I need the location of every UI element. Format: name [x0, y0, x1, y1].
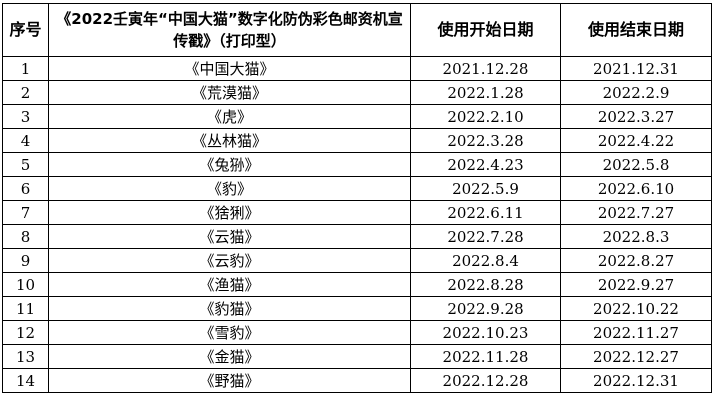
row-seq: 9 — [2, 248, 49, 273]
table-row: 2 《荒漠猫》 2022.1.28 2022.2.9 — [2, 80, 712, 105]
row-seq: 14 — [2, 368, 49, 393]
row-seq: 7 — [2, 200, 49, 225]
postmark-schedule-table: 序号 《2022壬寅年“中国大猫”数字化防伪彩色邮资机宣传戳》（打印型） 使用开… — [2, 3, 712, 393]
row-seq: 13 — [2, 344, 49, 369]
row-start-date: 2022.5.9 — [410, 176, 561, 201]
row-start-date: 2022.4.23 — [410, 152, 561, 177]
row-name: 《云猫》 — [48, 224, 411, 249]
table-row: 1 《中国大猫》 2021.12.28 2021.12.31 — [2, 56, 712, 81]
row-seq: 1 — [2, 56, 49, 81]
row-end-date: 2022.5.8 — [560, 152, 712, 177]
header-end-date: 使用结束日期 — [560, 3, 712, 57]
row-start-date: 2021.12.28 — [410, 56, 561, 81]
table-row: 5 《兔狲》 2022.4.23 2022.5.8 — [2, 152, 712, 177]
table-row: 10 《渔猫》 2022.8.28 2022.9.27 — [2, 272, 712, 297]
row-seq: 10 — [2, 272, 49, 297]
row-name: 《金猫》 — [48, 344, 411, 369]
row-name: 《兔狲》 — [48, 152, 411, 177]
row-seq: 3 — [2, 104, 49, 129]
row-name: 《雪豹》 — [48, 320, 411, 345]
row-end-date: 2022.12.31 — [560, 368, 712, 393]
row-end-date: 2022.8.27 — [560, 248, 712, 273]
table-row: 14 《野猫》 2022.12.28 2022.12.31 — [2, 368, 712, 393]
row-start-date: 2022.6.11 — [410, 200, 561, 225]
row-end-date: 2022.7.27 — [560, 200, 712, 225]
table-row: 6 《豹》 2022.5.9 2022.6.10 — [2, 176, 712, 201]
row-start-date: 2022.12.28 — [410, 368, 561, 393]
row-start-date: 2022.8.28 — [410, 272, 561, 297]
row-end-date: 2022.4.22 — [560, 128, 712, 153]
row-start-date: 2022.9.28 — [410, 296, 561, 321]
row-start-date: 2022.10.23 — [410, 320, 561, 345]
row-name: 《丛林猫》 — [48, 128, 411, 153]
table-row: 13 《金猫》 2022.11.28 2022.12.27 — [2, 344, 712, 369]
row-start-date: 2022.2.10 — [410, 104, 561, 129]
row-seq: 6 — [2, 176, 49, 201]
table-header-row: 序号 《2022壬寅年“中国大猫”数字化防伪彩色邮资机宣传戳》（打印型） 使用开… — [2, 3, 712, 57]
row-seq: 12 — [2, 320, 49, 345]
header-start-date: 使用开始日期 — [410, 3, 561, 57]
row-start-date: 2022.11.28 — [410, 344, 561, 369]
row-name: 《虎》 — [48, 104, 411, 129]
row-name: 《荒漠猫》 — [48, 80, 411, 105]
row-seq: 4 — [2, 128, 49, 153]
table-row: 9 《云豹》 2022.8.4 2022.8.27 — [2, 248, 712, 273]
row-name: 《豹猫》 — [48, 296, 411, 321]
table-row: 12 《雪豹》 2022.10.23 2022.11.27 — [2, 320, 712, 345]
row-start-date: 2022.8.4 — [410, 248, 561, 273]
row-end-date: 2022.3.27 — [560, 104, 712, 129]
table-row: 3 《虎》 2022.2.10 2022.3.27 — [2, 104, 712, 129]
row-name: 《中国大猫》 — [48, 56, 411, 81]
row-end-date: 2022.10.22 — [560, 296, 712, 321]
row-end-date: 2022.8.3 — [560, 224, 712, 249]
row-name: 《渔猫》 — [48, 272, 411, 297]
row-name: 《猞猁》 — [48, 200, 411, 225]
row-seq: 5 — [2, 152, 49, 177]
row-name: 《豹》 — [48, 176, 411, 201]
row-end-date: 2021.12.31 — [560, 56, 712, 81]
row-end-date: 2022.11.27 — [560, 320, 712, 345]
row-name: 《云豹》 — [48, 248, 411, 273]
row-end-date: 2022.12.27 — [560, 344, 712, 369]
row-end-date: 2022.9.27 — [560, 272, 712, 297]
table-row: 7 《猞猁》 2022.6.11 2022.7.27 — [2, 200, 712, 225]
table-row: 4 《丛林猫》 2022.3.28 2022.4.22 — [2, 128, 712, 153]
row-end-date: 2022.2.9 — [560, 80, 712, 105]
row-seq: 11 — [2, 296, 49, 321]
header-seq: 序号 — [2, 3, 49, 57]
row-start-date: 2022.3.28 — [410, 128, 561, 153]
header-name: 《2022壬寅年“中国大猫”数字化防伪彩色邮资机宣传戳》（打印型） — [48, 3, 411, 57]
row-end-date: 2022.6.10 — [560, 176, 712, 201]
row-name: 《野猫》 — [48, 368, 411, 393]
row-start-date: 2022.1.28 — [410, 80, 561, 105]
row-seq: 8 — [2, 224, 49, 249]
table-row: 11 《豹猫》 2022.9.28 2022.10.22 — [2, 296, 712, 321]
table-body: 1 《中国大猫》 2021.12.28 2021.12.31 2 《荒漠猫》 2… — [2, 56, 712, 393]
table-row: 8 《云猫》 2022.7.28 2022.8.3 — [2, 224, 712, 249]
row-start-date: 2022.7.28 — [410, 224, 561, 249]
row-seq: 2 — [2, 80, 49, 105]
